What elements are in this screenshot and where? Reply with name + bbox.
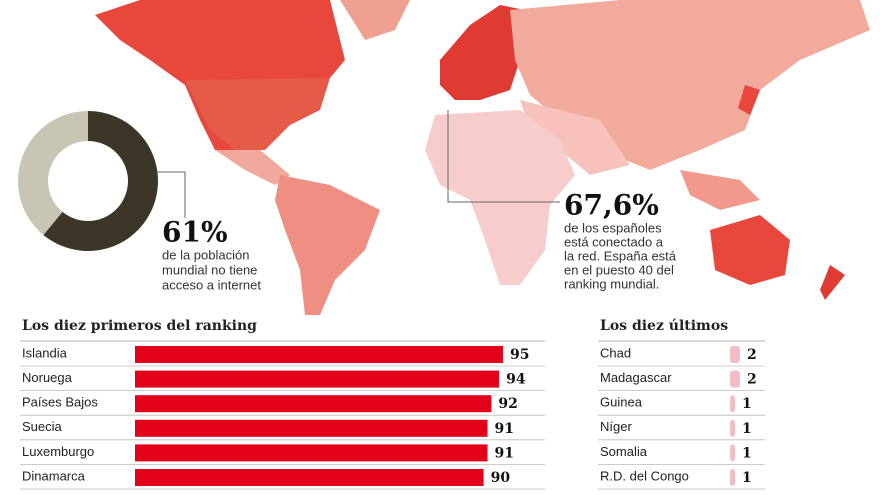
donut-pointer <box>150 171 186 218</box>
value-label: 2 <box>747 347 757 363</box>
bar <box>135 370 500 388</box>
spain-highlight: 67,6% <box>564 189 659 222</box>
category-label: Luxemburgo <box>22 444 94 459</box>
category-label: Noruega <box>22 370 73 385</box>
category-label: Suecia <box>22 419 63 434</box>
bar <box>730 346 740 363</box>
donut-caption: de la población <box>162 247 249 262</box>
bar <box>730 370 740 388</box>
south-america <box>275 175 380 315</box>
central-america <box>215 150 290 185</box>
australia <box>710 215 790 285</box>
bar <box>135 419 488 437</box>
bar <box>730 419 735 437</box>
value-label: 91 <box>495 421 514 437</box>
category-label: Países Bajos <box>22 395 98 410</box>
bar <box>730 469 735 486</box>
category-label: Dinamarca <box>22 468 86 483</box>
spain-text: en el puesto 40 del <box>564 262 674 277</box>
bar <box>135 444 488 462</box>
japan <box>738 85 760 115</box>
donut-segment <box>17 111 89 235</box>
value-label: 90 <box>491 470 511 486</box>
list-title: Los diez primeros del ranking <box>22 318 257 334</box>
spain-pointer <box>447 110 560 203</box>
spain-text: está conectado a <box>564 234 664 249</box>
greenland <box>340 0 410 40</box>
value-label: 94 <box>506 372 526 388</box>
category-label: Madagascar <box>600 370 672 385</box>
spain-text: de los españoles <box>564 220 662 235</box>
bar <box>730 395 735 413</box>
category-label: Níger <box>600 419 632 434</box>
new-zealand <box>820 265 845 300</box>
middle-east <box>520 100 630 175</box>
usa <box>185 78 330 150</box>
donut-label: 61% <box>162 216 228 249</box>
bar <box>135 469 484 486</box>
spain-text: la red. España está <box>564 248 677 263</box>
value-label: 91 <box>495 445 514 461</box>
list-title: Los diez últimos <box>600 318 728 334</box>
world-map <box>95 0 870 315</box>
category-label: Chad <box>600 345 631 360</box>
category-label: Islandia <box>22 345 68 360</box>
value-label: 95 <box>510 347 529 363</box>
value-label: 2 <box>747 372 757 388</box>
donut-segment <box>43 111 158 251</box>
spain-text: ranking mundial. <box>564 276 659 291</box>
southeast-asia <box>680 170 760 210</box>
donut <box>17 111 158 251</box>
value-label: 92 <box>498 396 517 412</box>
africa <box>425 110 575 285</box>
value-label: 1 <box>742 421 752 437</box>
category-label: R.D. del Congo <box>600 468 689 483</box>
value-label: 1 <box>742 396 752 412</box>
bar <box>135 395 492 413</box>
category-label: Guinea <box>600 395 643 410</box>
value-label: 1 <box>742 445 752 461</box>
europe <box>440 5 525 100</box>
bar <box>135 346 503 363</box>
donut-caption: acceso a internet <box>162 277 261 292</box>
value-label: 1 <box>742 470 752 486</box>
category-label: Somalia <box>600 444 648 459</box>
bar <box>730 444 735 462</box>
donut-caption: mundial no tiene <box>162 262 257 277</box>
